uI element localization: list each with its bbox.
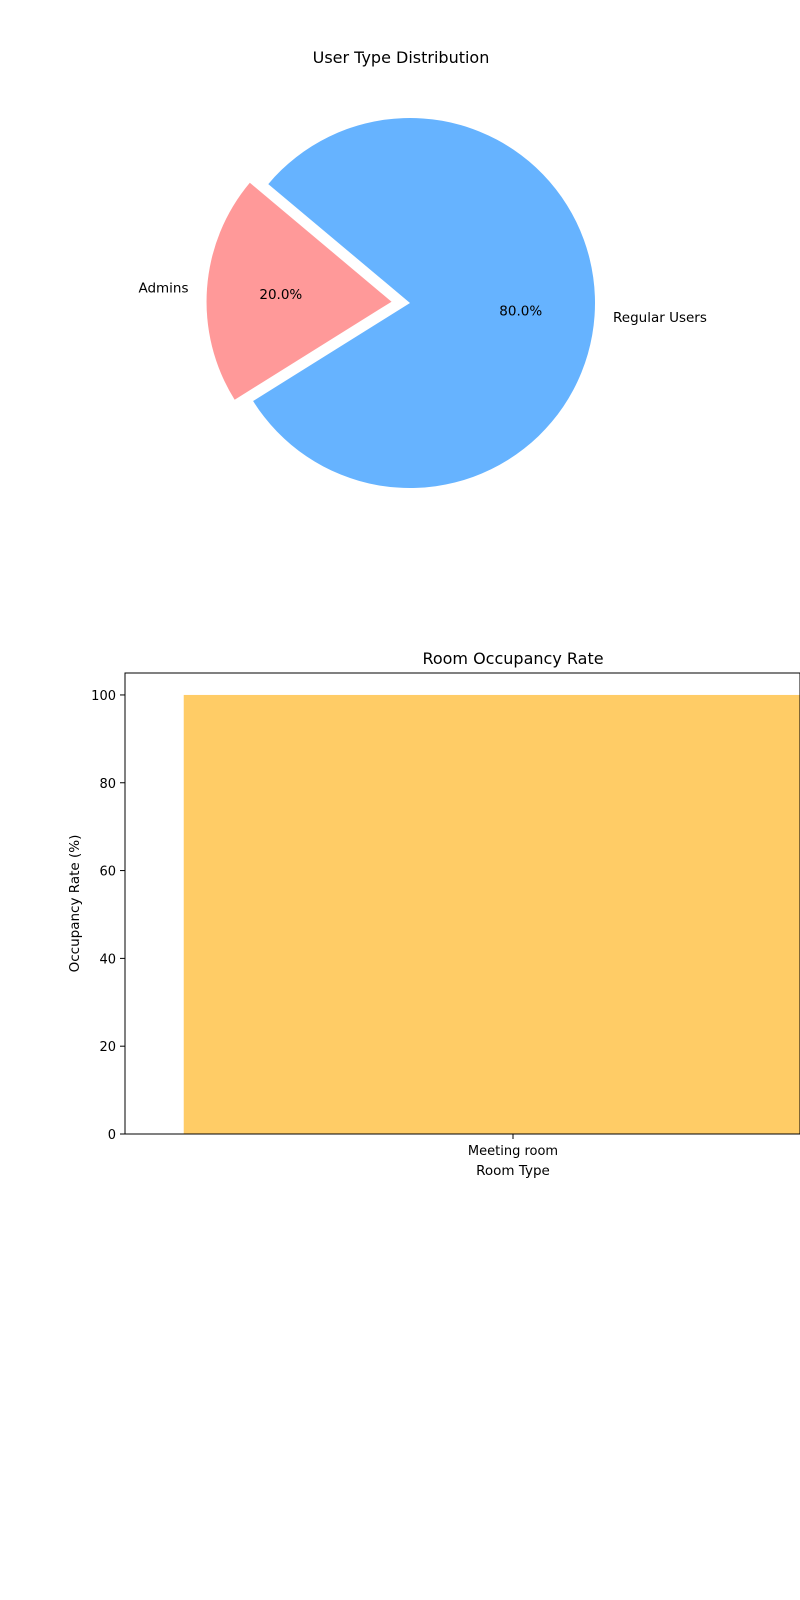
y-tick-label: 80 (99, 777, 116, 792)
pie-slice-admins (206, 182, 392, 400)
plot-frame (124, 672, 800, 1135)
y-tick-label: 100 (91, 689, 116, 704)
y-tick-label: 40 (99, 952, 116, 967)
pie-percent-label-admins: 20.0% (259, 287, 302, 303)
y-tick-label: 0 (108, 1128, 116, 1143)
bar-meeting-room (183, 694, 800, 1134)
y-tick-label: 60 (99, 865, 116, 880)
y-tick-label: 20 (99, 1040, 116, 1055)
pie-title: User Type Distribution (313, 48, 490, 67)
x-axis-label: Room Type (476, 1163, 550, 1179)
pie-slice-regular-users (253, 118, 596, 489)
x-tick-label: Meeting room (468, 1144, 558, 1159)
bar-marks (183, 694, 800, 1134)
bar-chart-title: Room Occupancy Rate (422, 649, 603, 668)
pie-slices (206, 118, 596, 489)
y-axis-ticks: 0 20 40 60 80 100 (91, 689, 125, 1143)
pie-chart: User Type Distribution Admins Regular Us… (138, 48, 707, 489)
pie-slice-label-regular-users: Regular Users (613, 310, 707, 326)
y-axis-label: Occupancy Rate (%) (67, 835, 83, 973)
x-axis-ticks: Meeting room (468, 1134, 558, 1159)
pie-percent-label-regular-users: 80.0% (499, 304, 542, 320)
bar-chart: Room Occupancy Rate 0 20 40 60 80 100 Meeting… (67, 649, 800, 1179)
pie-slice-label-admins: Admins (138, 281, 188, 297)
